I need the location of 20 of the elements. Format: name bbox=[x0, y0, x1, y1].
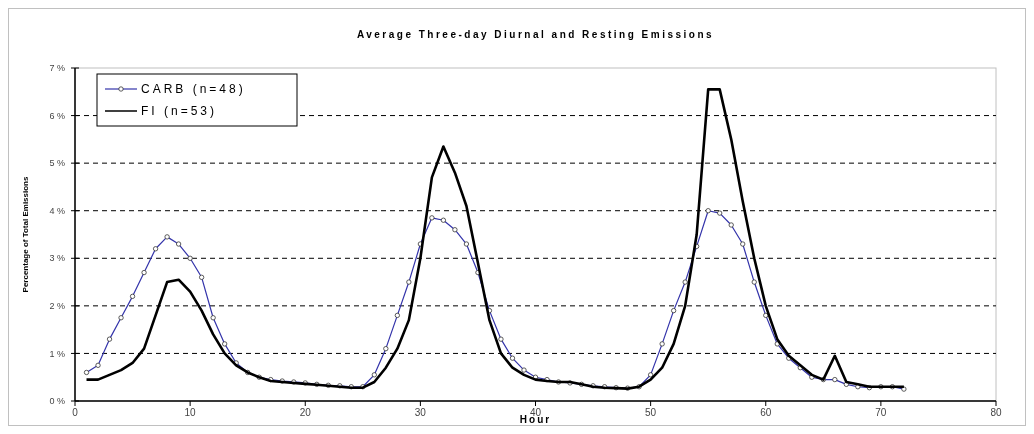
y-tick-label: 3 % bbox=[49, 253, 65, 264]
x-tick-label: 30 bbox=[414, 407, 427, 418]
legend-label: FI (n=53) bbox=[141, 104, 218, 119]
x-tick-label: 0 bbox=[72, 407, 79, 418]
x-tick-label: 60 bbox=[760, 407, 772, 418]
x-tick-label: 10 bbox=[184, 407, 197, 418]
x-tick-label: 50 bbox=[645, 407, 657, 418]
y-axis-title: Percentage of Total Emissions bbox=[21, 176, 30, 293]
x-tick-label: 20 bbox=[299, 407, 312, 418]
y-tick-label: 5 % bbox=[49, 158, 65, 169]
y-tick-label: 2 % bbox=[49, 301, 65, 312]
chart-title: Average Three-day Diurnal and Resting Emissions bbox=[356, 29, 715, 40]
y-tick-label: 0 % bbox=[49, 396, 65, 407]
legend-label: CARB (n=48) bbox=[141, 82, 246, 97]
x-tick-label: 80 bbox=[990, 407, 1002, 418]
x-tick-label: 70 bbox=[875, 407, 887, 418]
y-tick-label: 7 % bbox=[49, 63, 65, 74]
y-tick-label: 6 % bbox=[49, 110, 65, 121]
y-tick-label: 1 % bbox=[49, 348, 65, 359]
y-tick-label: 4 % bbox=[49, 205, 65, 216]
